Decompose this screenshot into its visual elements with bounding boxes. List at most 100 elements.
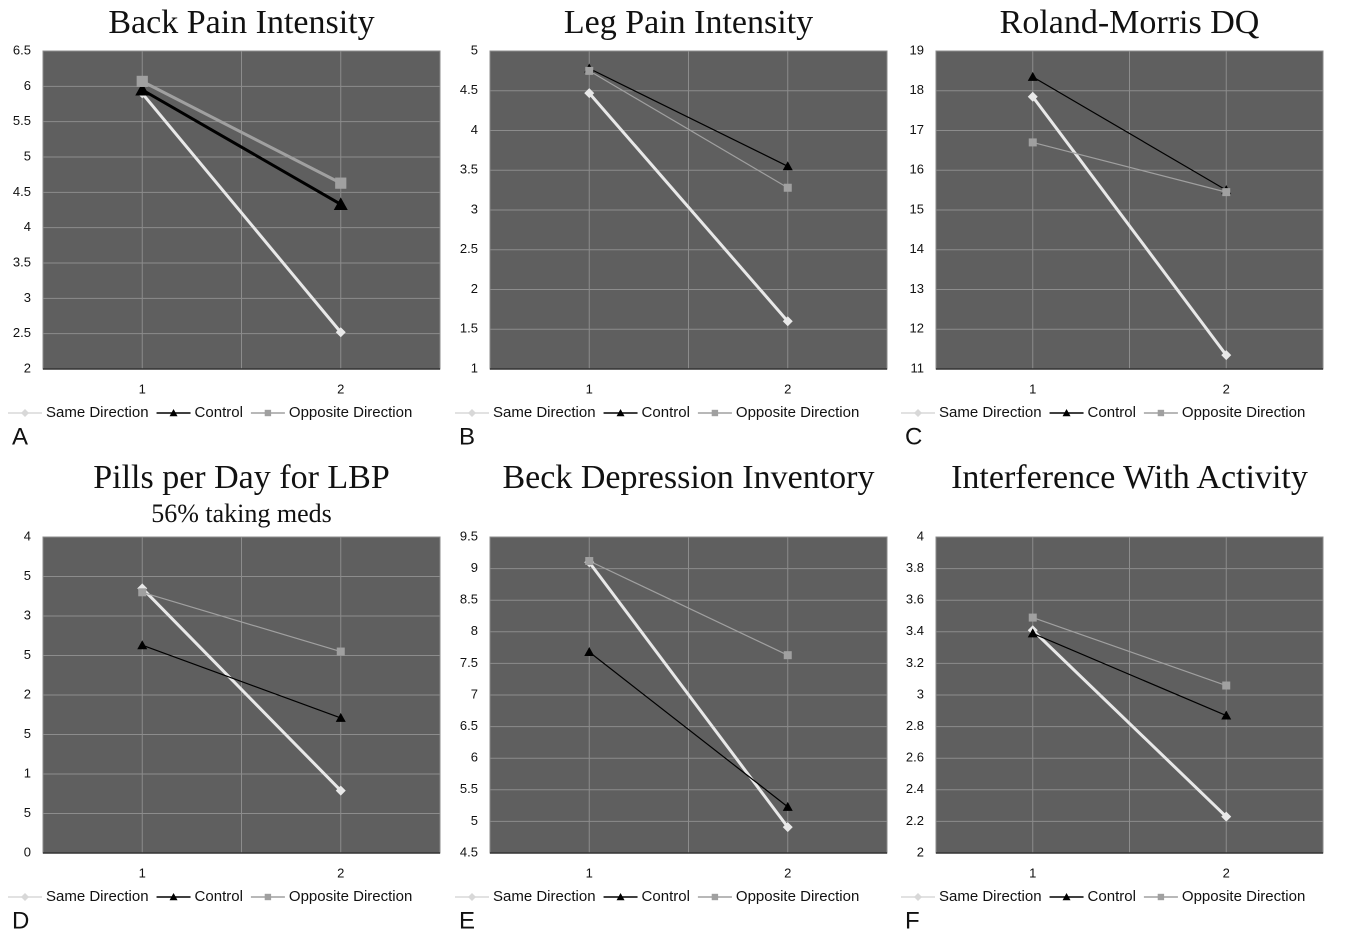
x-tick-label: 2 [337,381,344,396]
point [138,588,147,597]
legend-label: Same Direction [939,404,1042,421]
point [1157,893,1165,901]
y-tick-label: 2.5 [13,325,31,340]
y-tick-label: 18 [910,82,924,97]
y-tick-label: 0 [24,844,31,859]
series-line [1031,629,1228,818]
legend-label: Control [1088,888,1136,905]
point [264,893,272,901]
chart-subtitle: 56% taking meds [151,499,332,528]
y-tick-label: 3.5 [13,254,31,269]
x-tick-label: 2 [784,381,791,396]
panel-label: A [12,423,28,450]
y-tick-label: 3 [917,686,924,701]
y-tick-label: 5 [24,726,31,741]
panel-label: C [905,423,922,450]
point [335,785,346,796]
point [1027,628,1038,638]
point [21,409,29,417]
y-tick-label: 4.5 [460,844,478,859]
point [1221,710,1232,720]
legend-label: Control [642,888,690,905]
series-line [142,591,341,653]
point [585,557,594,566]
panel-label: F [905,907,920,934]
panel-label: B [459,423,475,450]
legend-label: Opposite Direction [1182,888,1305,905]
point [616,893,625,901]
y-tick-label: 3.5 [460,162,478,177]
series-line [1032,632,1227,717]
series-line [141,587,342,792]
y-tick-label: 5 [471,813,478,828]
point [914,893,922,901]
series-line [141,92,342,334]
x-tick-label: 1 [1029,865,1036,880]
series-line [1032,76,1227,191]
y-tick-label: 5.5 [13,113,31,128]
y-tick-label: 2.2 [906,813,924,828]
y-tick-label: 2 [471,281,478,296]
series-line [588,70,789,189]
legend-label: Control [195,404,243,421]
chart-title: Roland-Morris DQ [1000,4,1260,41]
y-tick-label: 4 [24,219,31,234]
point [468,893,476,901]
x-tick-label: 1 [586,865,593,880]
series-line [588,67,789,167]
point [1062,893,1071,901]
series-line [141,88,342,206]
legend-label: Control [1088,404,1136,421]
point [584,647,595,657]
point [711,893,719,901]
y-tick-label: 8 [471,623,478,638]
y-tick-label: 6 [24,78,31,93]
y-tick-label: 9.5 [460,528,478,543]
point [1028,613,1037,622]
legend-label: Same Direction [493,404,596,421]
y-tick-label: 5 [24,148,31,163]
y-tick-label: 11 [911,360,925,375]
y-tick-label: 3.4 [906,623,924,638]
point [335,327,346,338]
point [783,183,792,192]
y-tick-label: 3.2 [906,655,924,670]
series-line [1031,95,1228,356]
y-tick-label: 4.5 [13,184,31,199]
y-tick-label: 5 [471,42,478,57]
x-tick-label: 2 [1223,381,1230,396]
point [169,409,178,417]
legend-label: Opposite Direction [736,888,859,905]
y-tick-label: 1.5 [460,321,478,336]
legend-label: Same Direction [939,888,1042,905]
legend-label: Same Direction [46,404,149,421]
series-line [588,651,789,808]
legend-label: Opposite Direction [1182,404,1305,421]
y-tick-label: 17 [910,122,924,137]
x-tick-label: 2 [337,865,344,880]
series-line [141,80,342,185]
y-tick-label: 5 [24,647,31,662]
point [914,409,922,417]
point [335,177,347,189]
point [169,893,178,901]
y-tick-label: 5 [24,805,31,820]
legend-label: Control [195,888,243,905]
y-tick-label: 4 [24,528,31,543]
panel-label: E [459,907,475,934]
y-tick-label: 6.5 [13,42,31,57]
y-tick-label: 14 [910,241,924,256]
chart-title: Beck Depression Inventory [502,459,874,496]
y-tick-label: 19 [910,42,924,57]
y-tick-label: 7 [471,686,478,701]
point [21,893,29,901]
y-tick-label: 4 [471,122,478,137]
y-tick-label: 9 [471,560,478,575]
series-line [588,560,789,656]
y-tick-label: 4 [917,528,924,543]
y-tick-label: 2 [917,844,924,859]
point [1157,409,1165,417]
legend-label: Opposite Direction [736,404,859,421]
y-tick-label: 13 [910,281,924,296]
point [264,409,272,417]
